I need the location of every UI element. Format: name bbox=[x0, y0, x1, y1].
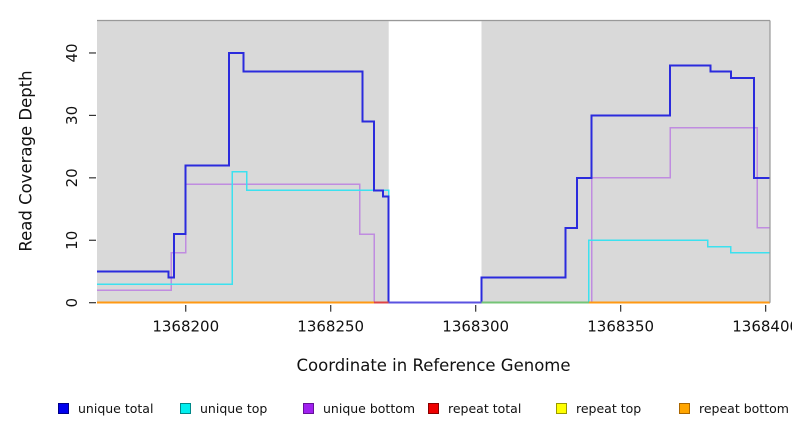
legend-item-repeat-top: repeat top bbox=[556, 401, 641, 416]
legend-item-repeat-bottom: repeat bottom bbox=[679, 401, 789, 416]
legend-swatch-repeat-top bbox=[556, 403, 567, 414]
legend-label-unique-bottom: unique bottom bbox=[323, 401, 416, 416]
series-line-unique-total bbox=[97, 52, 770, 304]
legend-label-repeat-bottom: repeat bottom bbox=[699, 401, 789, 416]
legend-label-unique-total: unique total bbox=[78, 401, 154, 416]
series-line-unique-bottom bbox=[97, 127, 770, 304]
legend-item-unique-total: unique total bbox=[58, 401, 153, 416]
legend-swatch-repeat-total bbox=[428, 403, 439, 414]
legend-swatch-repeat-bottom bbox=[679, 403, 690, 414]
x-tick-label-1368300: 1368300 bbox=[442, 318, 509, 336]
x-tick-label-1368400: 1368400 bbox=[732, 318, 792, 336]
legend-item-repeat-total: repeat total bbox=[428, 401, 521, 416]
legend-label-repeat-total: repeat total bbox=[448, 401, 522, 416]
legend-swatch-unique-bottom bbox=[303, 403, 314, 414]
y-tick-label-40: 40 bbox=[63, 43, 81, 62]
legend-swatch-unique-total bbox=[58, 403, 69, 414]
y-tick-label-20: 20 bbox=[63, 168, 81, 187]
legend-swatch-unique-top bbox=[180, 403, 191, 414]
legend-item-unique-top: unique top bbox=[180, 401, 267, 416]
legend-label-unique-top: unique top bbox=[200, 401, 268, 416]
legend-label-repeat-top: repeat top bbox=[576, 401, 642, 416]
y-tick-label-0: 0 bbox=[63, 298, 81, 308]
y-axis-title: Read Coverage Depth bbox=[16, 70, 36, 252]
y-tick-label-30: 30 bbox=[63, 106, 81, 125]
x-tick-label-1368250: 1368250 bbox=[297, 318, 364, 336]
coverage-gap bbox=[388, 21, 482, 306]
y-tick-label-10: 10 bbox=[63, 231, 81, 250]
x-tick-label-1368350: 1368350 bbox=[587, 318, 654, 336]
legend-item-unique-bottom: unique bottom bbox=[303, 401, 415, 416]
x-tick-label-1368200: 1368200 bbox=[152, 318, 219, 336]
x-axis-title: Coordinate in Reference Genome bbox=[296, 356, 571, 375]
coverage-plot: 0 10 20 30 40 1368200 1368250 1368300 1368350 136… bbox=[63, 19, 792, 336]
